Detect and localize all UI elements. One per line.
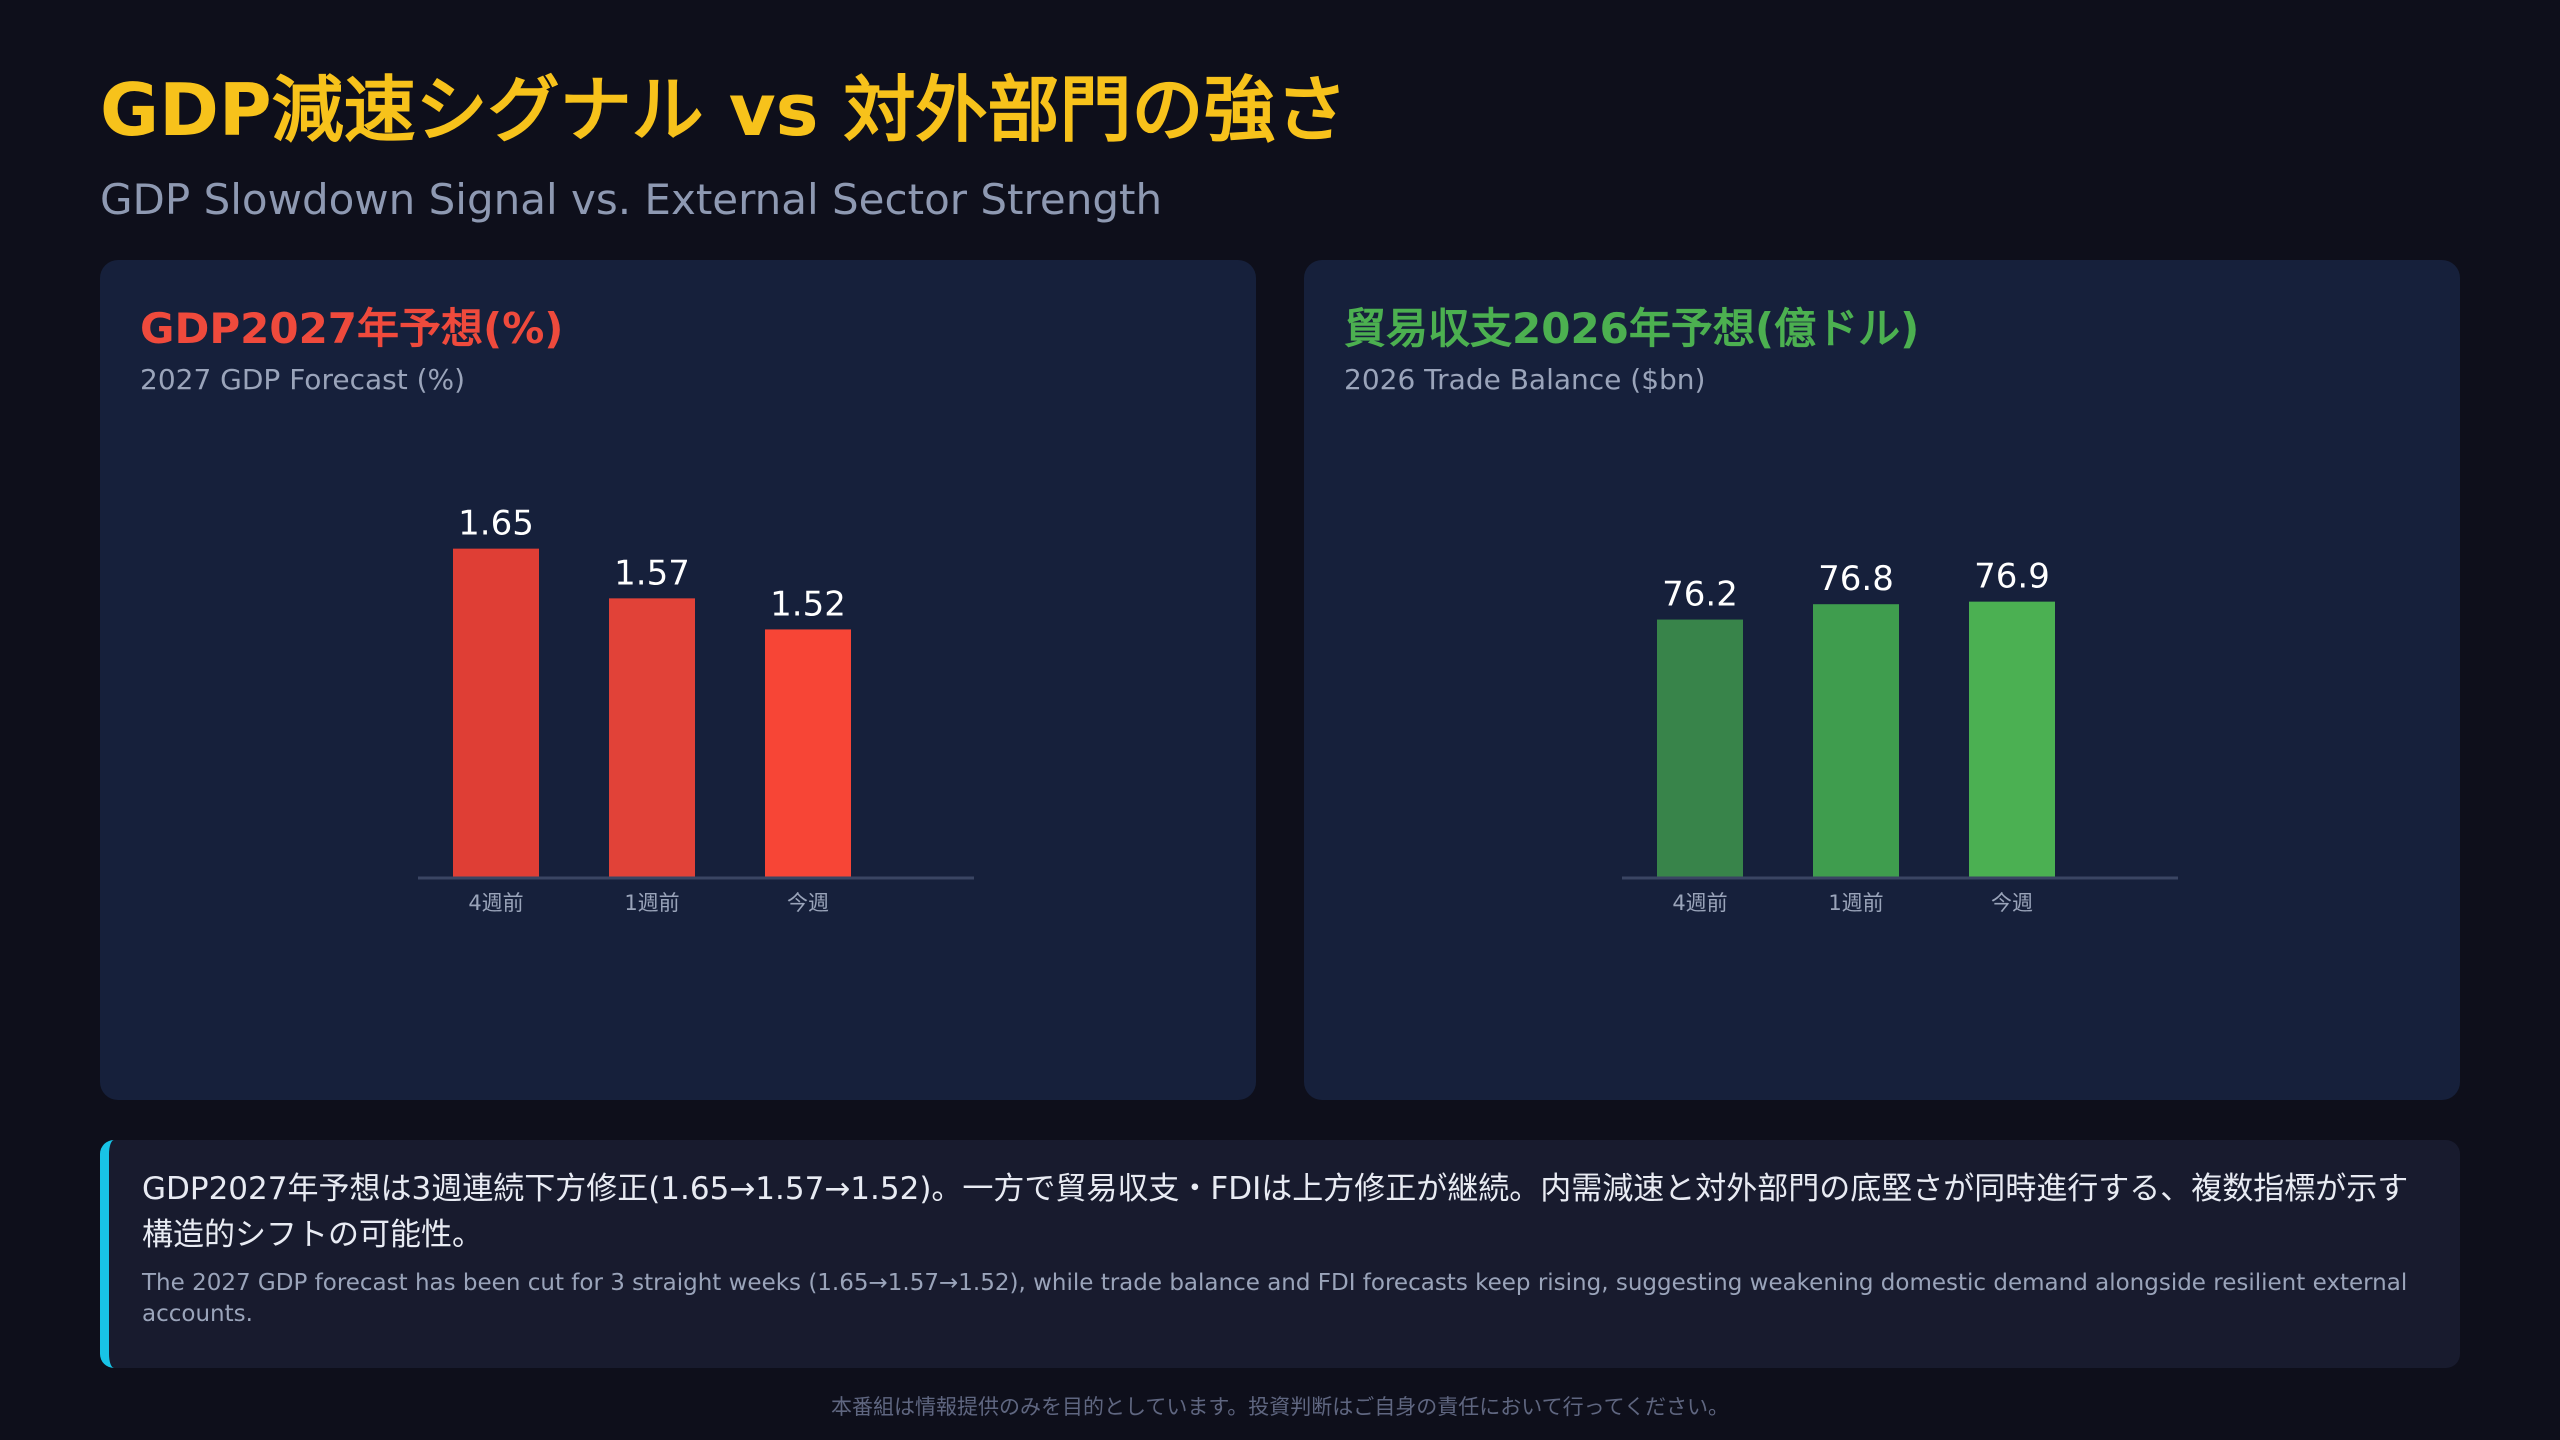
bar-0 — [453, 548, 539, 878]
value-label-0: 1.65 — [458, 504, 534, 544]
trade-balance-title: 貿易収支2026年予想(億ドル) — [1344, 304, 1920, 353]
category-label-0: 4週前 — [1672, 891, 1727, 915]
gdp-forecast-subtitle: 2027 GDP Forecast (%) — [140, 363, 466, 396]
gdp-forecast-panel: 1.65 4週前 1.57 1週前 1.52 今週 — [100, 260, 1256, 1100]
insight-text-en: The 2027 GDP forecast has been cut for 3… — [142, 1270, 2408, 1327]
gdp-forecast-chart: 1.65 4週前 1.57 1週前 1.52 今週 — [418, 504, 974, 915]
bar-2 — [765, 629, 851, 878]
bar-2 — [1969, 601, 2055, 878]
category-label-2: 今週 — [787, 891, 829, 915]
page-title: GDP減速シグナル vs 対外部門の強さ — [100, 68, 1348, 152]
trade-balance-chart: 76.2 4週前 76.8 1週前 76.9 今週 — [1622, 557, 2178, 915]
category-label-1: 1週前 — [1828, 891, 1883, 915]
trade-balance-panel: 76.2 4週前 76.8 1週前 76.9 今週 — [1304, 260, 2460, 1100]
value-label-0: 76.2 — [1662, 575, 1738, 615]
category-label-2: 今週 — [1991, 891, 2033, 915]
disclaimer: 本番組は情報提供のみを目的としています。投資判断はご自身の責任において行ってくだ… — [831, 1395, 1729, 1419]
value-label-2: 76.9 — [1974, 557, 2050, 597]
value-label-2: 1.52 — [770, 584, 846, 624]
bar-0 — [1657, 619, 1743, 878]
bar-1 — [609, 598, 695, 878]
insight-text-ja: GDP2027年予想は3週連続下方修正(1.65→1.57→1.52)。一方で貿… — [142, 1171, 2409, 1253]
trade-balance-subtitle: 2026 Trade Balance ($bn) — [1344, 363, 1706, 396]
value-label-1: 76.8 — [1818, 559, 1894, 599]
bar-1 — [1813, 604, 1899, 878]
gdp-forecast-title: GDP2027年予想(%) — [140, 304, 564, 353]
insight-box: GDP2027年予想は3週連続下方修正(1.65→1.57→1.52)。一方で貿… — [100, 1140, 2460, 1368]
category-label-0: 4週前 — [468, 891, 523, 915]
category-label-1: 1週前 — [624, 891, 679, 915]
value-label-1: 1.57 — [614, 553, 690, 593]
page-subtitle: GDP Slowdown Signal vs. External Sector … — [100, 175, 1163, 224]
